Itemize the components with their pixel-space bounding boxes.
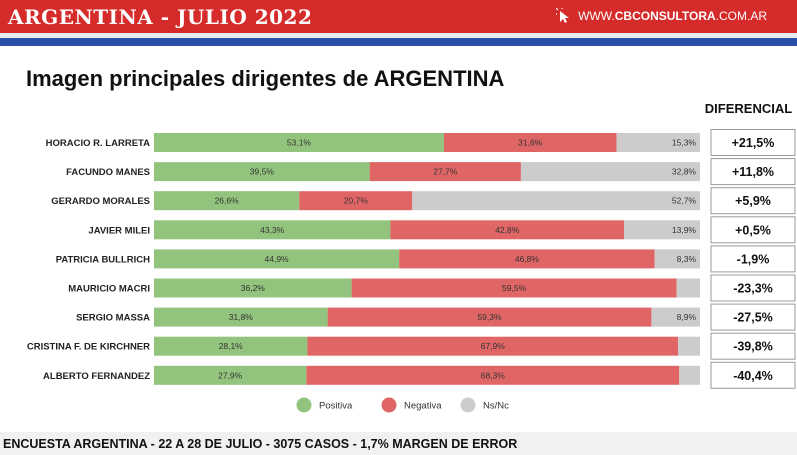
header-title: ARGENTINA - JULIO 2022 bbox=[8, 5, 313, 29]
bar-segment-positiva bbox=[154, 133, 444, 152]
bar-segment-nsnc bbox=[651, 307, 700, 327]
bar-segment-positiva bbox=[154, 220, 391, 240]
bar-segment-nsnc bbox=[678, 336, 700, 356]
diferencial-box bbox=[710, 303, 796, 331]
category-label: PATRICIA BULLRICH bbox=[56, 254, 150, 265]
category-label: JAVIER MILEI bbox=[88, 225, 150, 236]
bar-segment-positiva bbox=[154, 162, 370, 182]
diferencial-value: -27,5% bbox=[733, 311, 773, 325]
legend-label: Negativa bbox=[404, 401, 442, 412]
data-label: 8,9% bbox=[677, 312, 697, 322]
brand-name: CBCONSULTORA bbox=[614, 9, 716, 23]
bar-segment-positiva bbox=[154, 191, 300, 211]
header-stripe-blue bbox=[0, 38, 797, 46]
cursor-click-icon bbox=[556, 8, 570, 23]
bar-segment-nsnc bbox=[654, 249, 700, 269]
data-label: 27,7% bbox=[433, 167, 458, 177]
legend-label: Ns/Nc bbox=[483, 401, 509, 412]
bar-segment-positiva bbox=[154, 365, 307, 385]
data-label: 39,5% bbox=[250, 167, 275, 177]
diferencial-box bbox=[710, 129, 796, 156]
data-label: 26,6% bbox=[215, 196, 240, 206]
bar-segment-positiva bbox=[154, 249, 400, 269]
header-stripe-light bbox=[0, 33, 797, 38]
data-label: 44,9% bbox=[265, 254, 290, 264]
diferencial-box bbox=[710, 274, 796, 302]
brand-link[interactable]: WWW. CBCONSULTORA .COM.AR bbox=[556, 8, 767, 24]
data-label: 13,9% bbox=[672, 225, 697, 235]
diferencial-header: DIFERENCIAL bbox=[704, 101, 793, 116]
legend-swatch bbox=[381, 397, 397, 413]
header-bar: ARGENTINA - JULIO 2022 WWW. CBCONSULTORA.… bbox=[0, 0, 797, 33]
data-label: 52,7% bbox=[672, 196, 697, 206]
diferencial-value: -1,9% bbox=[737, 252, 770, 266]
bar-segment-negativa bbox=[307, 336, 679, 356]
data-label: 43,3% bbox=[260, 225, 285, 235]
diferencial-box bbox=[710, 332, 796, 360]
bar-segment-positiva bbox=[154, 278, 352, 298]
bar-segment-negativa bbox=[327, 307, 652, 327]
data-label: 15,3% bbox=[672, 138, 697, 148]
legend-swatch bbox=[296, 397, 312, 413]
category-label: ALBERTO FERNANDEZ bbox=[43, 371, 150, 382]
category-label: HORACIO R. LARRETA bbox=[46, 138, 150, 149]
diferencial-value: -40,4% bbox=[733, 369, 773, 383]
data-label: 53,1% bbox=[287, 138, 312, 148]
data-label: 59,5% bbox=[502, 283, 527, 293]
category-label: SERGIO MASSA bbox=[76, 313, 150, 324]
brand-suffix: .COM.AR bbox=[715, 9, 767, 23]
data-label: 42,8% bbox=[495, 225, 520, 235]
diferencial-value: +5,9% bbox=[735, 194, 771, 208]
diferencial-box bbox=[710, 158, 796, 186]
legend-swatch bbox=[460, 397, 476, 413]
brand-prefix: WWW. bbox=[578, 9, 615, 23]
bar-segment-negativa bbox=[306, 365, 680, 385]
data-label: 32,8% bbox=[672, 167, 697, 177]
data-label: 8,3% bbox=[677, 254, 697, 264]
bar-segment-negativa bbox=[399, 249, 655, 269]
bar-segment-positiva bbox=[154, 336, 308, 356]
data-label: 28,1% bbox=[219, 341, 244, 351]
chart-title: Imagen principales dirigentes de ARGENTI… bbox=[26, 66, 505, 91]
bar-segment-nsnc bbox=[520, 162, 700, 182]
diferencial-value: +11,8% bbox=[732, 165, 774, 179]
bar-segment-negativa bbox=[351, 278, 677, 298]
diferencial-box bbox=[710, 361, 796, 389]
bar-segment-nsnc bbox=[676, 278, 700, 298]
data-label: 27,9% bbox=[218, 370, 243, 380]
diferencial-box bbox=[710, 187, 796, 215]
data-label: 46,8% bbox=[515, 254, 540, 264]
data-label: 31,6% bbox=[518, 138, 543, 148]
legend-label: Positiva bbox=[319, 401, 353, 412]
category-label: CRISTINA F. DE KIRCHNER bbox=[27, 342, 150, 353]
data-label: 36,2% bbox=[241, 283, 266, 293]
diferencial-box bbox=[710, 216, 796, 244]
data-label: 59,3% bbox=[477, 312, 502, 322]
diferencial-value: -39,8% bbox=[733, 340, 773, 354]
diferencial-value: +21,5% bbox=[732, 136, 775, 150]
bar-segment-nsnc bbox=[616, 133, 700, 152]
diferencial-box bbox=[710, 245, 796, 273]
bar-segment-negativa bbox=[299, 191, 413, 211]
data-label: 31,8% bbox=[229, 312, 254, 322]
footer-text: ENCUESTA ARGENTINA - 22 A 28 DE JULIO - … bbox=[3, 437, 518, 451]
diferencial-value: -23,3% bbox=[733, 282, 773, 296]
bar-segment-nsnc bbox=[624, 220, 700, 240]
category-label: GERARDO MORALES bbox=[51, 196, 150, 207]
bar-segment-negativa bbox=[390, 220, 625, 240]
data-label: 68,3% bbox=[481, 370, 506, 380]
bar-segment-positiva bbox=[154, 307, 328, 327]
bar-segment-negativa bbox=[443, 133, 617, 152]
diferencial-value: +0,5% bbox=[735, 223, 771, 237]
category-label: MAURICIO MACRI bbox=[68, 284, 150, 295]
footer-bar: ENCUESTA ARGENTINA - 22 A 28 DE JULIO - … bbox=[0, 432, 797, 455]
bar-segment-negativa bbox=[369, 162, 521, 182]
data-label: 67,9% bbox=[481, 341, 506, 351]
data-label: 20,7% bbox=[344, 196, 369, 206]
category-label: FACUNDO MANES bbox=[66, 167, 150, 178]
stacked-bar-chart: HORACIO R. LARRETA 53,1% 31,6% 15,3% +21,5% F… bbox=[27, 129, 796, 413]
bar-segment-nsnc bbox=[412, 191, 700, 211]
bar-segment-nsnc bbox=[679, 365, 700, 385]
